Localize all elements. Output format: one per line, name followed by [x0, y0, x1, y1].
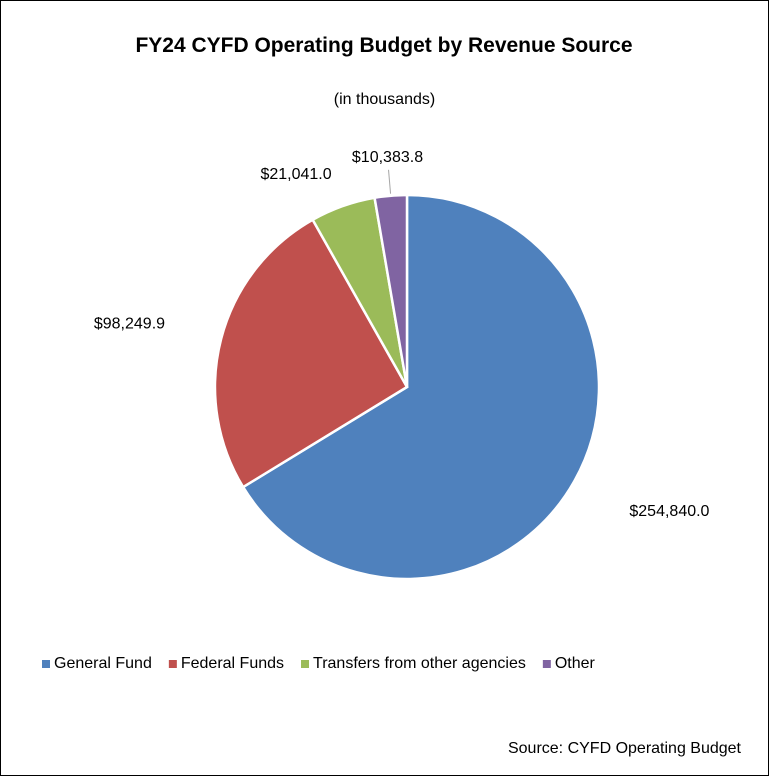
pie-slice — [241, 193, 601, 581]
legend-label: General Fund — [54, 655, 152, 672]
data-label: $254,840.0 — [629, 503, 709, 520]
source-note: Source: CYFD Operating Budget — [507, 740, 741, 757]
legend-label: Federal Funds — [181, 655, 284, 672]
legend-marker — [168, 660, 177, 668]
pie-slice — [373, 193, 409, 388]
chart-subtitle: (in thousands) — [333, 91, 436, 108]
data-label: $98,249.9 — [94, 315, 165, 332]
legend-label: Transfers from other agencies — [313, 655, 526, 672]
pie-slice — [213, 218, 409, 489]
chart-title: FY24 CYFD Operating Budget by Revenue So… — [135, 34, 633, 57]
leader-line — [388, 169, 392, 194]
data-label: $21,041.0 — [260, 166, 331, 183]
legend-marker — [301, 660, 310, 668]
legend-marker — [542, 660, 551, 668]
legend-marker — [42, 660, 50, 668]
data-label: $10,383.8 — [352, 149, 423, 166]
legend-label: Other — [555, 655, 596, 672]
